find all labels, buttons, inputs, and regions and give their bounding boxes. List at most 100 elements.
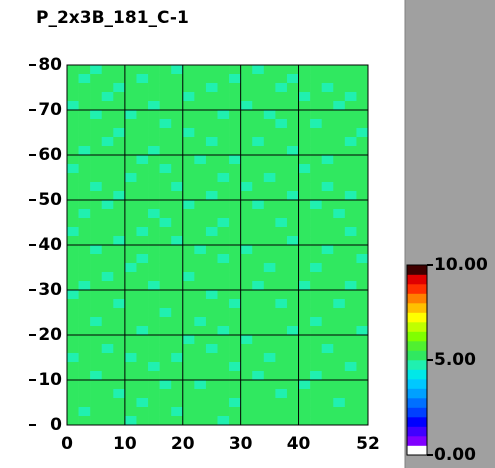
heat-cell — [310, 335, 322, 345]
heat-cell — [240, 362, 253, 372]
heat-cell — [217, 83, 230, 93]
heat-cell — [286, 344, 299, 354]
heat-cell — [171, 128, 184, 138]
heat-cell — [171, 65, 184, 75]
heat-cell — [182, 308, 195, 318]
heat-cell — [171, 245, 184, 255]
heat-cell — [194, 317, 207, 327]
heat-cell — [344, 317, 357, 327]
heat-cell — [333, 101, 346, 111]
heat-cell — [286, 227, 299, 237]
heat-cell — [344, 353, 357, 363]
heat-cell — [240, 371, 253, 381]
heat-cell — [298, 353, 311, 363]
heat-cell — [136, 227, 149, 237]
heat-cell — [310, 398, 322, 408]
heat-cell — [240, 119, 253, 129]
heat-cell — [229, 344, 241, 354]
heat-cell — [263, 191, 276, 201]
heat-cell — [136, 110, 149, 120]
heat-cell — [148, 209, 160, 219]
heat-cell — [136, 272, 149, 282]
heat-cell — [113, 245, 126, 255]
colorbar-step — [407, 360, 427, 370]
heat-cell — [217, 137, 230, 147]
heat-cell — [90, 92, 103, 102]
heat-cell — [67, 326, 79, 336]
heat-cell — [182, 92, 195, 102]
heat-cell — [194, 227, 207, 237]
heat-cell — [286, 83, 299, 93]
heat-cell — [263, 164, 276, 174]
heat-cell — [171, 371, 184, 381]
heat-cell — [182, 173, 195, 183]
heat-cell — [194, 191, 207, 201]
heat-cell — [159, 191, 172, 201]
heat-cell — [286, 137, 299, 147]
heat-cell — [217, 74, 230, 84]
heat-cell — [78, 74, 91, 84]
heat-cell — [286, 146, 299, 156]
heat-cell — [286, 164, 299, 174]
heat-cell — [205, 281, 218, 291]
heat-cell — [182, 218, 195, 228]
heat-cell — [159, 272, 172, 282]
heat-cell — [148, 281, 160, 291]
heat-cell — [67, 308, 79, 318]
heat-cell — [67, 200, 79, 210]
heat-cell — [159, 137, 172, 147]
heat-cell — [101, 263, 114, 273]
heat-cell — [275, 182, 288, 192]
heat-cell — [205, 92, 218, 102]
heat-cell — [171, 335, 184, 345]
heat-cell — [275, 200, 288, 210]
heat-cell — [78, 281, 91, 291]
heat-cell — [78, 272, 91, 282]
heat-cell — [101, 326, 114, 336]
heat-cell — [182, 362, 195, 372]
heat-cell — [78, 236, 91, 246]
heat-cell — [159, 362, 172, 372]
heat-cell — [333, 362, 346, 372]
heat-cell — [67, 236, 79, 246]
heat-cell — [205, 110, 218, 120]
heat-cell — [124, 218, 137, 228]
heat-cell — [344, 92, 357, 102]
heat-cell — [263, 416, 276, 426]
heat-cell — [90, 380, 103, 390]
heat-cell — [240, 191, 253, 201]
heat-cell — [229, 227, 241, 237]
heat-cell — [194, 110, 207, 120]
heat-cell — [298, 416, 311, 426]
heat-cell — [124, 254, 137, 264]
heat-cell — [113, 110, 126, 120]
heat-cell — [298, 101, 311, 111]
heat-cell — [67, 272, 79, 282]
heat-cell — [148, 164, 160, 174]
heat-cell — [205, 353, 218, 363]
heat-cell — [136, 380, 149, 390]
colorbar-step — [407, 369, 427, 380]
heat-cell — [344, 191, 357, 201]
heat-cell — [310, 308, 322, 318]
heat-cell — [67, 389, 79, 399]
heat-cell — [90, 173, 103, 183]
heat-cell — [113, 128, 126, 138]
heat-cell — [78, 155, 91, 165]
heat-cell — [263, 110, 276, 120]
heat-cell — [333, 263, 346, 273]
heat-cell — [113, 173, 126, 183]
heat-cell — [229, 272, 241, 282]
heat-cell — [171, 326, 184, 336]
heat-cell — [263, 254, 276, 264]
heat-cell — [344, 416, 357, 426]
heat-cell — [194, 335, 207, 345]
heat-cell — [78, 200, 91, 210]
heat-cell — [275, 326, 288, 336]
heat-cell — [298, 344, 311, 354]
heat-cell — [229, 335, 241, 345]
heat-cell — [101, 101, 114, 111]
heat-cell — [67, 245, 79, 255]
heat-cell — [159, 164, 172, 174]
heat-cell — [205, 263, 218, 273]
